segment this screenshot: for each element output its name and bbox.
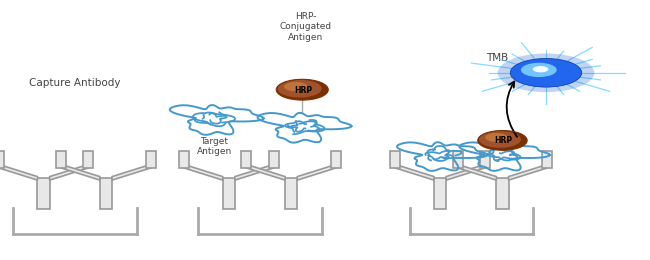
Bar: [100, 178, 112, 209]
Circle shape: [284, 82, 307, 91]
Bar: [38, 178, 49, 209]
Polygon shape: [395, 164, 434, 180]
Circle shape: [533, 66, 549, 72]
Text: HRP: HRP: [495, 136, 513, 145]
Polygon shape: [112, 164, 151, 180]
Bar: [83, 151, 94, 168]
Circle shape: [478, 131, 527, 150]
Bar: [452, 151, 463, 168]
Polygon shape: [297, 164, 336, 180]
Bar: [497, 178, 508, 209]
Bar: [268, 151, 279, 168]
Circle shape: [278, 80, 322, 98]
Circle shape: [510, 58, 582, 87]
Text: HRP-
Conjugated
Antigen: HRP- Conjugated Antigen: [280, 12, 332, 42]
Bar: [57, 151, 66, 168]
Bar: [542, 151, 552, 168]
Bar: [434, 178, 446, 209]
Bar: [285, 178, 297, 209]
Circle shape: [485, 133, 508, 142]
Polygon shape: [235, 164, 274, 180]
Bar: [480, 151, 489, 168]
Polygon shape: [446, 164, 485, 180]
Text: Capture Antibody: Capture Antibody: [29, 78, 120, 88]
Polygon shape: [458, 164, 497, 180]
Polygon shape: [49, 164, 88, 180]
Text: Target
Antigen: Target Antigen: [197, 137, 232, 157]
Polygon shape: [0, 164, 38, 180]
Bar: [0, 151, 4, 168]
Circle shape: [276, 79, 328, 100]
Polygon shape: [61, 164, 100, 180]
Circle shape: [479, 131, 521, 148]
Polygon shape: [184, 164, 223, 180]
Bar: [179, 151, 189, 168]
Text: TMB: TMB: [486, 53, 508, 63]
Bar: [390, 151, 400, 168]
Bar: [242, 151, 252, 168]
Circle shape: [521, 63, 556, 77]
Bar: [331, 151, 341, 168]
Bar: [223, 178, 235, 209]
Polygon shape: [246, 164, 285, 180]
Circle shape: [498, 54, 594, 92]
Text: HRP: HRP: [294, 86, 313, 95]
Bar: [146, 151, 156, 168]
Polygon shape: [508, 164, 547, 180]
